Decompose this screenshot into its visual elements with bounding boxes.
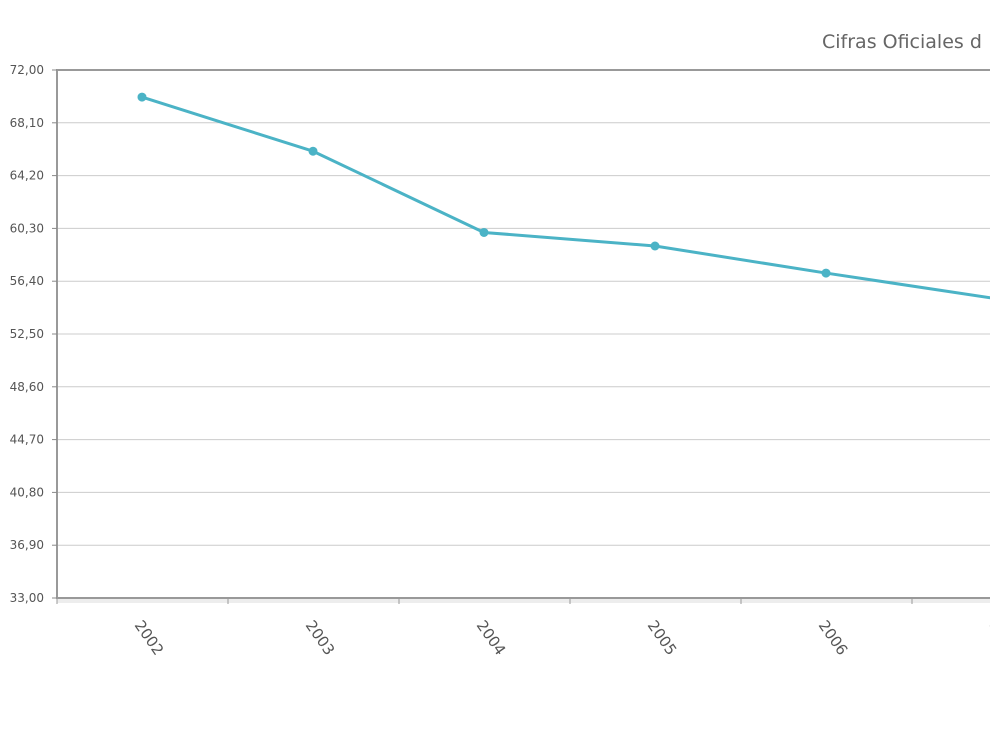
y-tick-label: 44,70 xyxy=(10,433,44,447)
series-group xyxy=(137,92,990,300)
data-point xyxy=(308,146,318,156)
y-tick-label: 72,00 xyxy=(10,63,44,77)
x-axis-shadow xyxy=(57,599,990,603)
y-tick-label: 52,50 xyxy=(10,327,44,341)
x-tick-label: 2002 xyxy=(131,617,168,659)
y-tick-label: 56,40 xyxy=(10,274,44,288)
y-tick-label: 36,90 xyxy=(10,538,44,552)
data-point xyxy=(137,92,147,102)
axes xyxy=(56,69,990,603)
data-point xyxy=(821,268,831,278)
grid-lines xyxy=(57,122,990,546)
y-tick-label: 68,10 xyxy=(10,116,44,130)
series-line xyxy=(140,95,990,300)
x-axis-ticks: 2002 2003 2004 2005 2006 2007 xyxy=(56,598,990,659)
x-tick-label: 2007 xyxy=(986,617,990,659)
x-tick-label: 2006 xyxy=(815,617,852,659)
data-point xyxy=(479,227,489,237)
y-tick-label: 33,00 xyxy=(10,591,44,605)
y-tick-label: 64,20 xyxy=(10,169,44,183)
chart-title: Cifras Oficiales d xyxy=(822,31,982,53)
y-tick-label: 60,30 xyxy=(10,221,44,235)
y-tick-label: 40,80 xyxy=(10,485,44,499)
x-tick-label: 2003 xyxy=(302,617,339,659)
data-point xyxy=(650,241,660,251)
x-tick-label: 2004 xyxy=(473,617,510,659)
x-tick-label: 2005 xyxy=(644,617,681,659)
y-axis-ticks: 33,00 36,90 40,80 44,70 48,60 52,50 56,40 60,30… xyxy=(10,63,57,605)
y-tick-label: 48,60 xyxy=(10,380,44,394)
